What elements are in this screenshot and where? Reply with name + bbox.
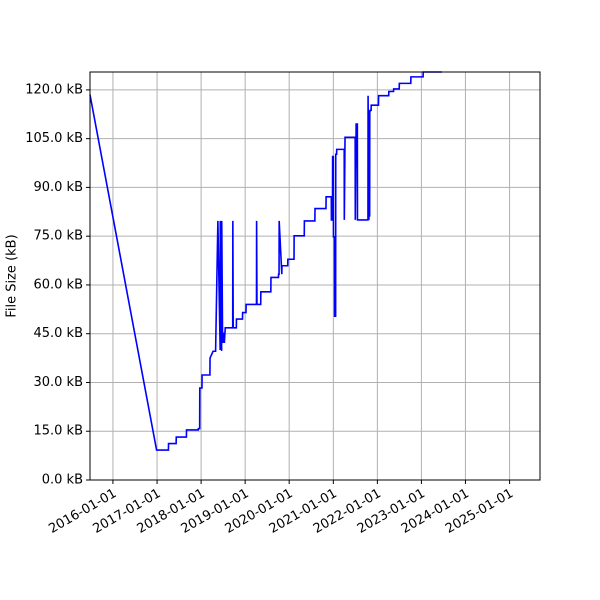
y-tick-label: 0.0 kB <box>42 473 83 488</box>
y-tick-label: 75.0 kB <box>33 229 83 244</box>
grid <box>90 72 540 481</box>
y-tick-label: 45.0 kB <box>33 326 83 341</box>
y-tick-label: 30.0 kB <box>33 375 83 390</box>
y-tick-label: 60.0 kB <box>33 277 83 292</box>
y-axis-title: File Size (kB) <box>5 234 20 317</box>
series-layer <box>89 71 442 451</box>
plot-frame <box>89 71 541 481</box>
y-tick-label: 90.0 kB <box>33 180 83 195</box>
file-size-series-line <box>89 71 442 451</box>
y-tick-label: 120.0 kB <box>25 82 83 97</box>
y-tick-label: 15.0 kB <box>33 424 83 439</box>
y-tick-label: 105.0 kB <box>25 131 83 146</box>
